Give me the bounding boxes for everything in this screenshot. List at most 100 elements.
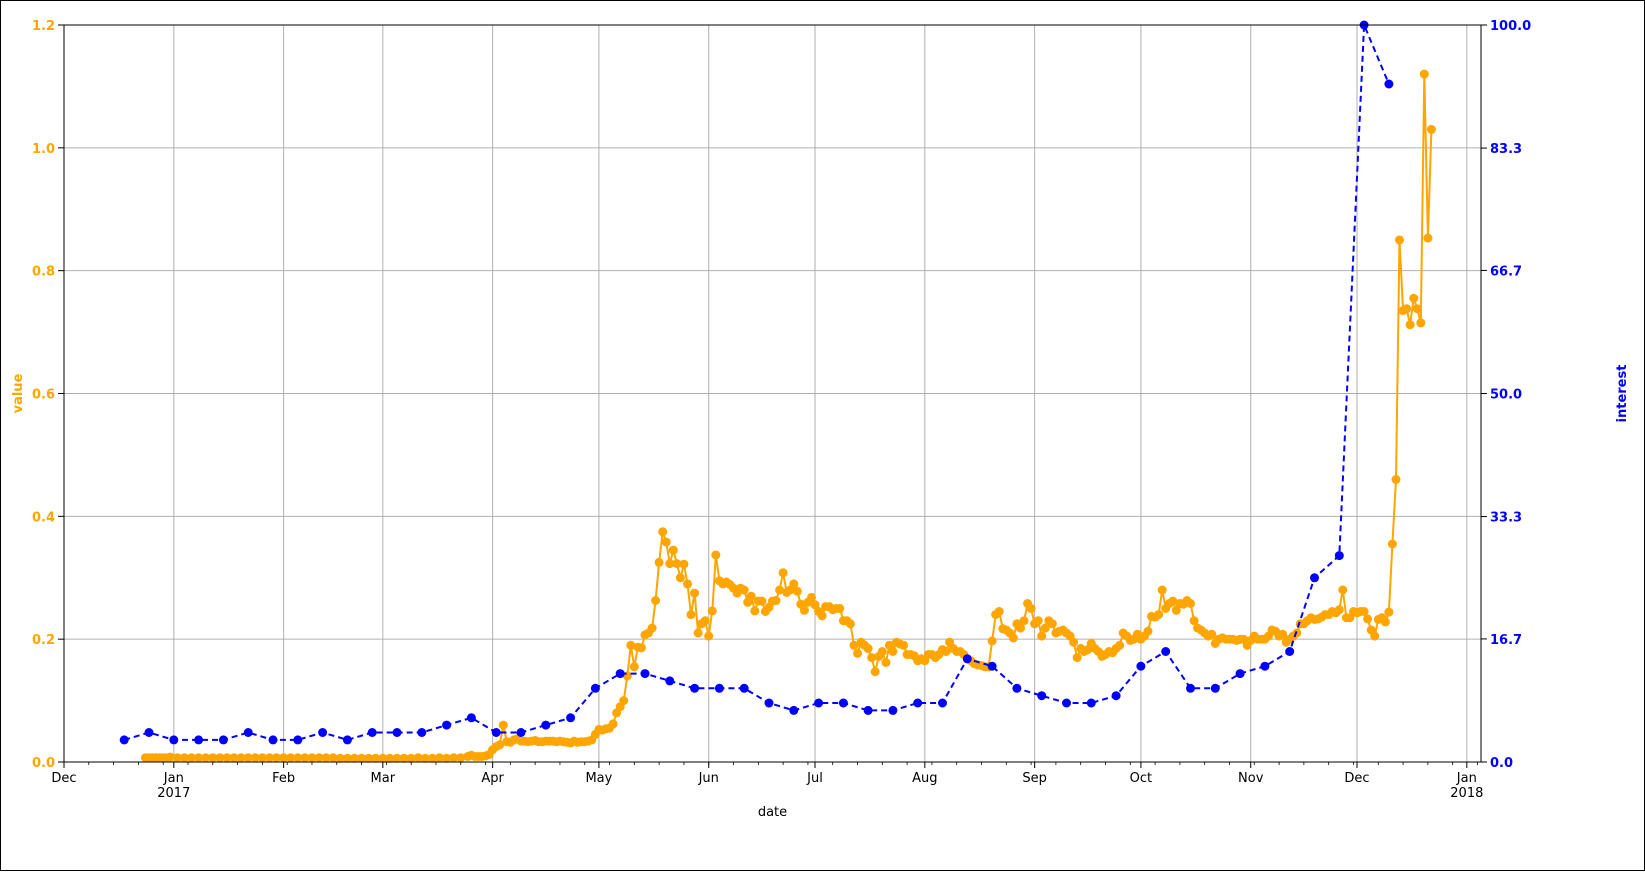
value-point (686, 610, 696, 620)
value-point (658, 527, 668, 537)
value-point (427, 753, 437, 763)
interest-point (218, 735, 228, 745)
value-point (1019, 616, 1029, 626)
value-point (668, 545, 678, 555)
x-tick-label: Sep (1022, 771, 1047, 786)
value-point (654, 557, 664, 567)
interest-point (1037, 691, 1047, 701)
value-point (250, 753, 260, 763)
y-right-tick-label: 100.0 (1490, 19, 1531, 34)
value-point (987, 636, 997, 646)
value-point (608, 719, 618, 729)
value-point (746, 591, 756, 601)
value-point (165, 752, 175, 762)
interest-point (466, 713, 476, 723)
y-left-tick-label: 0.4 (32, 510, 55, 525)
value-point (1402, 304, 1412, 314)
value-point (1047, 619, 1057, 629)
value-point (845, 619, 855, 629)
value-point (179, 753, 189, 763)
value-point (651, 596, 661, 605)
y-right-tick-label: 66.7 (1490, 264, 1522, 279)
value-point (863, 643, 873, 653)
value-point (201, 753, 211, 763)
x-tick-label: Jun (698, 771, 719, 786)
value-point (378, 753, 388, 763)
interest-point (1161, 647, 1171, 656)
y-right-tick-label: 83.3 (1490, 142, 1522, 157)
value-point (619, 696, 629, 706)
value-point (870, 667, 880, 677)
value-point (700, 616, 710, 626)
interest-point (1086, 698, 1096, 708)
value-point (1423, 233, 1433, 243)
value-point (1026, 604, 1036, 613)
value-point (307, 753, 317, 763)
value-point (661, 537, 671, 547)
value-point (215, 753, 225, 763)
interest-point (1012, 683, 1022, 693)
x-tick-label: Jul (806, 771, 823, 786)
value-point (849, 640, 859, 650)
interest-point (714, 683, 724, 693)
x-tick-label: Apr (481, 771, 504, 786)
value-point (810, 600, 820, 610)
interest-point (1186, 683, 1195, 693)
value-point (1395, 235, 1404, 245)
value-point (257, 753, 267, 763)
y-right-tick-label: 50.0 (1490, 388, 1522, 403)
value-point (789, 579, 799, 589)
value-point (877, 647, 887, 656)
value-point (1391, 475, 1401, 484)
x-tick-label: Aug (912, 771, 937, 786)
value-point (881, 658, 891, 667)
interest-point (789, 705, 799, 715)
interest-point (541, 720, 551, 730)
value-point (279, 753, 289, 763)
value-point (1370, 631, 1380, 641)
value-point (1278, 629, 1288, 639)
value-point (693, 628, 703, 638)
value-point (1384, 607, 1394, 617)
interest-point (516, 728, 526, 737)
value-point (1359, 607, 1369, 616)
value-point (1405, 320, 1415, 330)
interest-line (123, 24, 1390, 741)
value-point (1154, 610, 1164, 620)
y-axis-left: 0.0 0.2 0.4 0.6 0.8 1.0 1.2 (32, 19, 64, 771)
y-left-tick-label: 0.6 (32, 388, 55, 403)
value-point (1069, 637, 1079, 647)
value-point (867, 653, 877, 663)
interest-point (442, 720, 452, 730)
y-axis-right: 0.0 16.7 33.3 50.0 66.7 83.3 100.0 (1481, 19, 1531, 771)
value-point (300, 753, 310, 763)
value-point (994, 607, 1004, 616)
value-point (187, 753, 196, 763)
interest-point (1260, 661, 1270, 671)
value-point (442, 753, 452, 763)
value-point (1008, 633, 1018, 643)
interest-point (1062, 698, 1071, 708)
value-point (679, 559, 689, 569)
value-point (1416, 318, 1426, 328)
value-point (194, 753, 204, 763)
value-point (1037, 631, 1047, 641)
interest-point (318, 728, 328, 737)
x-tick-label: Oct (1130, 771, 1152, 786)
interest-point (1334, 551, 1344, 561)
interest-point (1111, 691, 1121, 701)
interest-point (367, 728, 377, 737)
interest-point (342, 735, 352, 745)
interest-point (566, 713, 576, 723)
value-point (1186, 599, 1195, 608)
interest-point (392, 728, 402, 737)
value-point (1072, 653, 1082, 663)
interest-point (268, 735, 278, 745)
value-point (321, 753, 331, 763)
value-point (243, 753, 253, 763)
value-point (229, 753, 239, 763)
y-left-tick-label: 1.0 (32, 142, 55, 157)
